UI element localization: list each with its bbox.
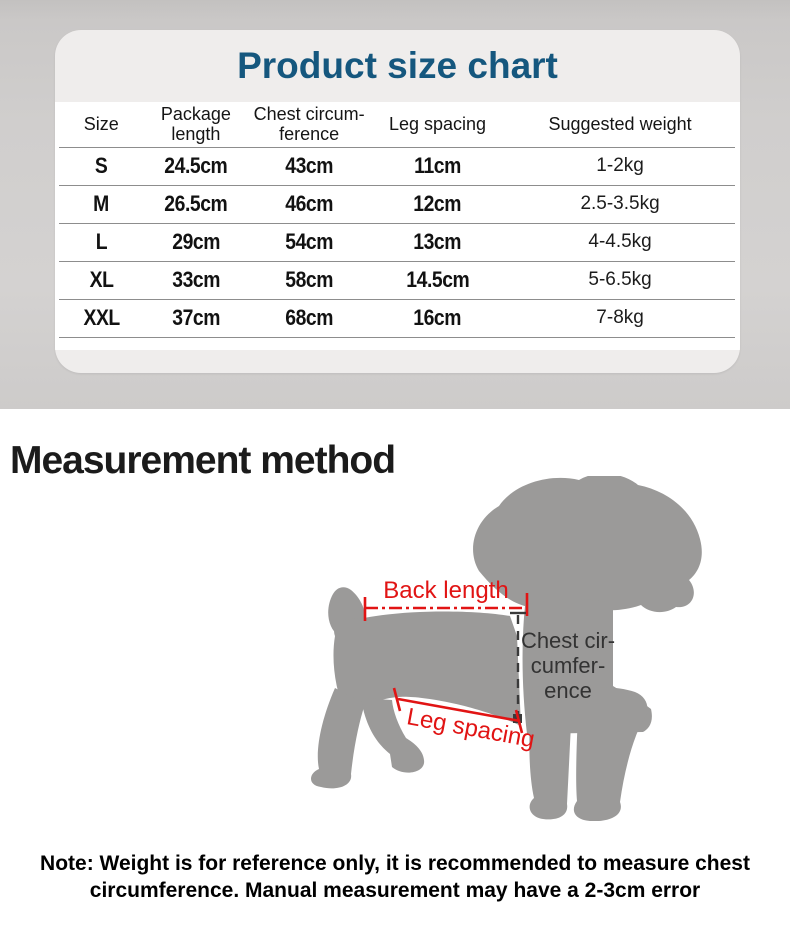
size-table-container: Size Package length Chest circum- ferenc… — [55, 102, 740, 350]
table-row-xl: XL 33cm 58cm 14.5cm 5-6.5kg — [59, 261, 735, 300]
cell-size: L — [95, 229, 108, 254]
note-text: Note: Weight is for reference only, it i… — [0, 850, 790, 904]
back-length-label: Back length — [383, 577, 509, 604]
cell-leg-spacing: 14.5cm — [406, 267, 470, 292]
cell-package-length: 26.5cm — [164, 191, 228, 216]
col-header-chest-circumference: Chest circum- ference — [248, 102, 370, 148]
table-header-row: Size Package length Chest circum- ferenc… — [59, 102, 735, 148]
cell-size: S — [95, 153, 108, 178]
cell-chest: 54cm — [285, 229, 333, 254]
dog-front-near-leg — [573, 687, 648, 821]
cell-weight: 1-2kg — [596, 155, 644, 176]
cell-leg-spacing: 12cm — [413, 191, 462, 216]
col-header-suggested-weight: Suggested weight — [505, 102, 735, 148]
col-header-size: Size — [59, 102, 144, 148]
note-line1: Note: Weight is for reference only, it i… — [40, 852, 750, 875]
size-chart-section: Product size chart Size Package length C… — [0, 0, 790, 409]
cell-leg-spacing: 13cm — [413, 229, 462, 254]
table-row-s: S 24.5cm 43cm 11cm 1-2kg — [59, 147, 735, 186]
cell-chest: 43cm — [285, 153, 333, 178]
col-header-package-length: Package length — [143, 102, 249, 148]
cell-leg-spacing: 16cm — [413, 305, 462, 330]
measurement-annotations — [363, 593, 529, 734]
dog-body — [333, 611, 521, 726]
cell-weight: 2.5-3.5kg — [580, 193, 660, 214]
table-row-xxl: XXL 37cm 68cm 16cm 7-8kg — [59, 299, 735, 338]
cell-leg-spacing: 11cm — [414, 153, 461, 178]
size-chart-card: Product size chart Size Package length C… — [55, 30, 740, 373]
cell-package-length: 24.5cm — [164, 153, 228, 178]
cell-size: M — [93, 191, 110, 216]
chest-label-line1: Chest cir- — [520, 628, 616, 653]
cell-chest: 46cm — [285, 191, 333, 216]
col-header-leg-spacing: Leg spacing — [369, 102, 506, 148]
leg-spacing-line — [397, 697, 521, 723]
dog-silhouette — [311, 476, 702, 821]
cell-size: XL — [89, 267, 114, 292]
cell-chest: 68cm — [285, 305, 333, 330]
dog-head — [473, 476, 702, 612]
cell-package-length: 37cm — [171, 305, 220, 330]
dog-front-far-leg — [529, 686, 573, 820]
cell-size: XXL — [83, 305, 120, 330]
cell-package-length: 33cm — [171, 267, 220, 292]
dog-rear-far-leg — [311, 688, 365, 789]
cell-package-length: 29cm — [171, 229, 220, 254]
chest-label-line2: cumfer- — [530, 653, 606, 678]
measurement-title: Measurement method — [10, 439, 396, 482]
size-chart-title: Product size chart — [237, 45, 558, 86]
cell-chest: 58cm — [285, 267, 333, 292]
cell-weight: 7-8kg — [596, 307, 644, 328]
cell-weight: 5-6.5kg — [588, 269, 652, 290]
chest-circumference-label: Chest cir- cumfer- ence — [504, 628, 632, 703]
table-row-m: M 26.5cm 46cm 12cm 2.5-3.5kg — [59, 185, 735, 224]
leg-spacing-tick-left — [392, 687, 402, 712]
note-line2: circumference. Manual measurement may ha… — [89, 879, 701, 902]
measurement-section: Measurement method — [0, 409, 790, 927]
dog-rear-near-leg — [361, 698, 425, 773]
dog-illustration — [311, 476, 702, 821]
size-table: Size Package length Chest circum- ferenc… — [59, 102, 735, 338]
chest-label-line3: ence — [544, 678, 592, 703]
table-row-l: L 29cm 54cm 13cm 4-4.5kg — [59, 223, 735, 262]
cell-weight: 4-4.5kg — [588, 231, 652, 252]
leg-spacing-tick-right — [514, 709, 524, 734]
